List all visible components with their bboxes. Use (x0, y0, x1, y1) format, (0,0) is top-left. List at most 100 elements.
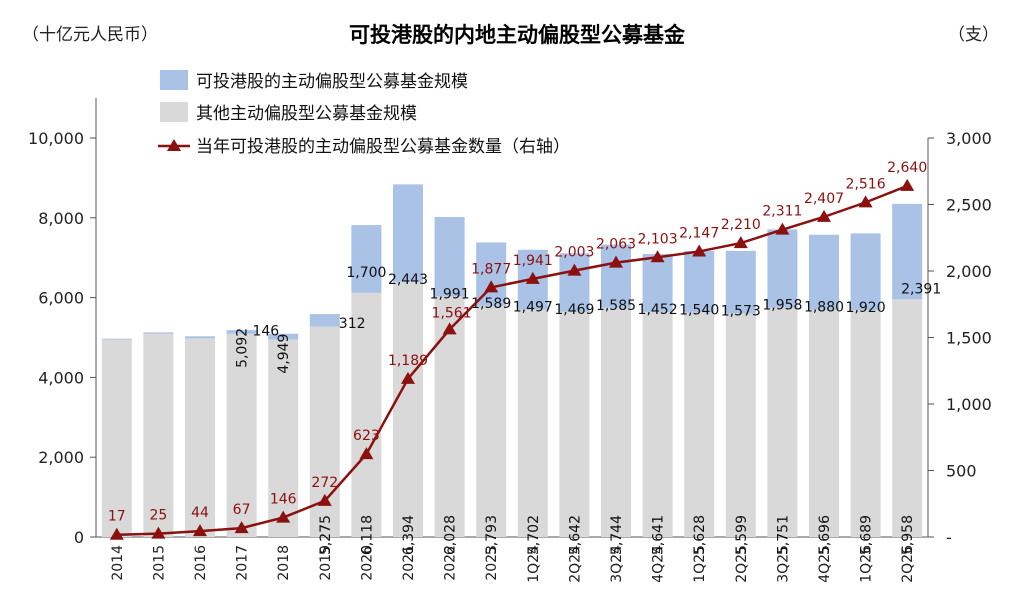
count-marker (900, 178, 915, 191)
data-label-hk: 1,469 (554, 302, 594, 318)
bar-hk (393, 184, 423, 282)
left-tick-label: 2,000 (38, 448, 84, 467)
bar-other (185, 338, 215, 537)
bar-hk (850, 233, 881, 311)
data-label-hk: 1,452 (638, 302, 678, 318)
bar-other (434, 296, 465, 537)
data-label-hk: 2,391 (901, 281, 941, 297)
data-label-count: 2,003 (554, 245, 594, 261)
count-marker (151, 526, 166, 539)
x-tick-label: 4Q25 (817, 545, 833, 583)
x-tick-label: 1Q26 (859, 545, 875, 583)
bar-other (351, 292, 382, 537)
data-label-other: 5,751 (775, 515, 791, 555)
data-label-count: 1,941 (513, 253, 553, 269)
count-marker (317, 493, 332, 506)
left-tick-label: 8,000 (38, 209, 84, 228)
count-line (116, 184, 908, 536)
data-label-count: 2,063 (596, 237, 636, 253)
right-tick-label: - (946, 528, 952, 547)
bar-other (517, 309, 548, 537)
data-label-other: 5,702 (526, 515, 542, 555)
data-label-count: 146 (270, 492, 297, 508)
bar-other (850, 310, 881, 537)
bar-hk (434, 217, 465, 297)
data-label-hk: 1,585 (596, 298, 636, 314)
count-marker (234, 521, 249, 534)
bar-hk (809, 234, 839, 310)
legend-label-other: 其他主动偏股型公募基金规模 (196, 104, 417, 124)
count-marker (609, 255, 623, 268)
count-marker (484, 280, 499, 293)
x-tick-label: 2022 (443, 545, 459, 581)
count-marker (442, 322, 457, 335)
data-label-other: 4,949 (276, 334, 292, 374)
data-label-count: 25 (149, 508, 167, 524)
x-tick-label: 2Q25 (734, 545, 750, 583)
data-label-count: 2,640 (887, 160, 927, 176)
x-tick-label: 2Q26 (900, 545, 916, 583)
bar-hk (892, 203, 923, 300)
count-marker (401, 371, 415, 384)
bar-other (476, 305, 507, 537)
data-label-hk: 312 (339, 316, 366, 332)
data-label-count: 2,210 (721, 217, 761, 233)
data-label-count: 2,147 (679, 225, 719, 241)
x-tick-label: 2020 (359, 545, 375, 581)
data-label-hk: 1,991 (430, 286, 470, 302)
data-label-other: 5,642 (567, 515, 583, 555)
bar-hk (559, 253, 590, 312)
data-label-hk: 146 (252, 324, 279, 340)
bar-hk (351, 225, 382, 293)
bar-other (809, 309, 839, 537)
bar-other (559, 311, 590, 537)
bar-other (143, 333, 174, 537)
bar-other (101, 339, 132, 537)
left-tick-label: 6,000 (38, 289, 84, 308)
bar-other (767, 307, 798, 537)
bar-other (601, 307, 631, 537)
x-tick-label: 2019 (318, 545, 334, 581)
count-marker (525, 271, 540, 284)
count-marker (567, 263, 582, 276)
x-tick-label: 1Q24 (526, 545, 542, 583)
data-label-other: 5,696 (817, 515, 833, 555)
bar-other (393, 281, 423, 537)
data-label-other: 5,599 (734, 515, 750, 555)
left-tick-label: 10,000 (28, 129, 84, 148)
data-label-hk: 1,920 (846, 300, 886, 316)
bar-other (226, 333, 257, 537)
data-label-other: 6,118 (359, 515, 375, 555)
data-label-count: 2,516 (846, 176, 886, 192)
x-tick-label: 2014 (110, 545, 126, 581)
data-label-other: 5,958 (900, 515, 916, 555)
x-tick-label: 2023 (484, 545, 500, 581)
data-label-count: 1,561 (432, 305, 472, 321)
x-tick-label: 4Q24 (651, 545, 667, 583)
data-label-count: 2,311 (762, 204, 802, 220)
count-marker (193, 524, 207, 537)
data-label-hk: 1,573 (721, 304, 761, 320)
bar-other (642, 311, 673, 537)
plot-area: 0 2,000 4,000 6,000 8,000 10,000 - 500 1,000 1,50… (28, 98, 992, 583)
data-label-count: 67 (233, 502, 251, 518)
count-marker (692, 244, 707, 257)
legend-label-hk: 可投港股的主动偏股型公募基金规模 (196, 72, 468, 92)
data-label-hk: 1,700 (346, 265, 386, 281)
data-label-hk: 1,880 (804, 300, 844, 316)
bar-other (725, 313, 756, 537)
left-tick-label: 4,000 (38, 368, 84, 387)
bar-hk (101, 338, 132, 340)
right-axis-unit: （支） (948, 25, 999, 45)
data-label-hk: 2,443 (388, 272, 428, 288)
right-tick-label: 1,000 (946, 395, 992, 414)
data-label-hk: 1,958 (762, 298, 802, 314)
data-label-hk: 1,540 (679, 302, 719, 318)
right-tick-label: 500 (946, 462, 977, 481)
bar-other (892, 299, 923, 537)
bar-hk (226, 330, 257, 334)
legend-swatch-hk (160, 70, 188, 90)
right-tick-label: 1,500 (946, 329, 992, 348)
count-marker (109, 527, 124, 540)
x-tick-label: 3Q25 (775, 545, 791, 583)
